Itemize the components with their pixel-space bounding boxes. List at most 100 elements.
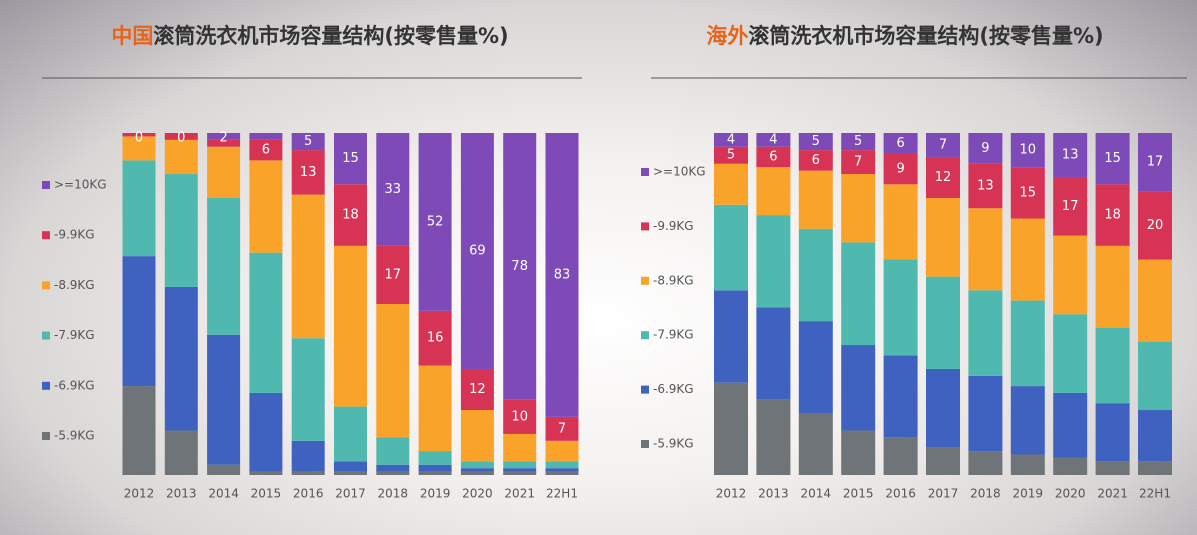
bar-segment <box>249 160 283 253</box>
bar-segment <box>418 464 452 472</box>
bar-segment <box>926 447 960 475</box>
bar-segment <box>1010 300 1045 387</box>
bar-segment <box>545 133 579 417</box>
bar-segment <box>291 471 325 475</box>
bar-segment <box>798 150 833 171</box>
x-tick-label: 2015 <box>251 487 282 501</box>
bar-segment <box>714 163 748 205</box>
bar-segment <box>545 416 579 441</box>
bar-segment <box>926 133 960 157</box>
x-tick-label: 2013 <box>166 487 197 501</box>
bar-segment <box>334 471 367 475</box>
data-label: 6 <box>769 149 777 164</box>
bar-segment <box>249 139 283 161</box>
bar-segment <box>122 256 156 387</box>
bar-segment <box>164 286 198 431</box>
bar-segment <box>503 461 537 469</box>
data-label: 18 <box>1104 208 1121 223</box>
data-label: 16 <box>427 331 444 346</box>
chart-title: 中国滚筒洗衣机市场容量结构(按零售量%) <box>111 24 508 48</box>
bar-segment <box>334 461 367 472</box>
legend-label: -8.9KG <box>54 278 95 292</box>
bar-segment <box>1095 245 1130 328</box>
bar-segment <box>714 290 748 383</box>
data-label: 69 <box>469 243 486 258</box>
bar-segment <box>883 184 918 260</box>
data-label: 52 <box>427 214 444 229</box>
x-tick-label: 2019 <box>1013 487 1044 501</box>
data-label: 5 <box>854 134 862 149</box>
legend-label: -5.9KG <box>54 429 95 443</box>
bar-segment <box>1138 341 1172 411</box>
bar-segment <box>376 133 410 246</box>
data-label: 6 <box>896 136 904 151</box>
data-label: 20 <box>1147 218 1164 233</box>
bar-segment <box>418 365 452 452</box>
legend-label: -6.9KG <box>54 378 95 392</box>
bar-segment <box>1053 177 1088 236</box>
x-tick-label: 2021 <box>504 487 535 501</box>
data-label: 7 <box>939 137 947 152</box>
bar-segment <box>207 146 241 198</box>
title-text: 滚筒洗衣机市场容量结构(按零售量%) <box>748 24 1103 48</box>
data-label: 5 <box>727 148 735 163</box>
legend-label: -7.9KG <box>653 328 694 342</box>
bar-segment <box>460 461 494 469</box>
bar-segment <box>207 133 241 140</box>
bar-segment <box>1095 327 1130 404</box>
bar-segment <box>926 276 960 369</box>
bar-segment <box>968 208 1003 291</box>
x-tick-label: 2012 <box>716 487 747 501</box>
bar-segment <box>926 197 960 277</box>
bar-segment <box>756 133 791 147</box>
bar-segment <box>418 133 452 311</box>
data-label: 13 <box>1062 148 1079 163</box>
x-tick-label: 2018 <box>378 487 409 501</box>
bar-segment <box>249 133 283 140</box>
bar-segment <box>1138 133 1172 192</box>
x-tick-label: 22H1 <box>1139 487 1171 501</box>
bar-segment <box>545 461 579 469</box>
bar-segment <box>798 228 833 322</box>
x-tick-label: 2020 <box>1055 487 1086 501</box>
data-label: 0 <box>177 131 185 146</box>
x-tick-label: 22H1 <box>546 487 578 501</box>
bar-segment <box>291 338 325 441</box>
x-tick-label: 2017 <box>928 487 959 501</box>
bar-segment <box>207 464 241 475</box>
data-label: 17 <box>385 267 402 282</box>
bar-segment <box>249 392 283 472</box>
title-text: 滚筒洗衣机市场容量结构(按零售量%) <box>153 24 508 48</box>
bar-segment <box>1138 410 1172 462</box>
bar-segment <box>503 399 537 434</box>
bar-segment <box>883 355 918 438</box>
legend-swatch <box>641 331 649 340</box>
bar-segment <box>1010 133 1045 168</box>
bar-segment <box>503 471 537 475</box>
legend-swatch <box>42 231 50 240</box>
bar-segment <box>291 133 325 151</box>
bar-segment <box>207 334 241 465</box>
bar-segment <box>503 133 537 400</box>
bar-segment <box>926 156 960 198</box>
data-label: 6 <box>262 143 270 158</box>
x-tick-label: 2015 <box>843 487 874 501</box>
data-label: 13 <box>300 165 317 180</box>
data-label: 7 <box>558 421 566 436</box>
bar-segment <box>1138 259 1172 342</box>
data-label: 12 <box>935 170 952 185</box>
bar-segment <box>122 160 156 257</box>
bar-segment <box>418 471 452 475</box>
title-highlight: 中国 <box>111 24 153 48</box>
bar-segment <box>460 468 494 472</box>
data-label: 33 <box>385 182 402 197</box>
data-label: 17 <box>1062 199 1079 214</box>
bar-segment <box>1010 386 1045 455</box>
data-label: 13 <box>977 179 994 194</box>
data-label: 4 <box>727 132 735 147</box>
legend-swatch <box>641 168 649 176</box>
bar-segment <box>883 437 918 475</box>
bar-segment <box>883 259 918 356</box>
bar-segment <box>968 375 1003 452</box>
data-label: 0 <box>135 131 143 146</box>
